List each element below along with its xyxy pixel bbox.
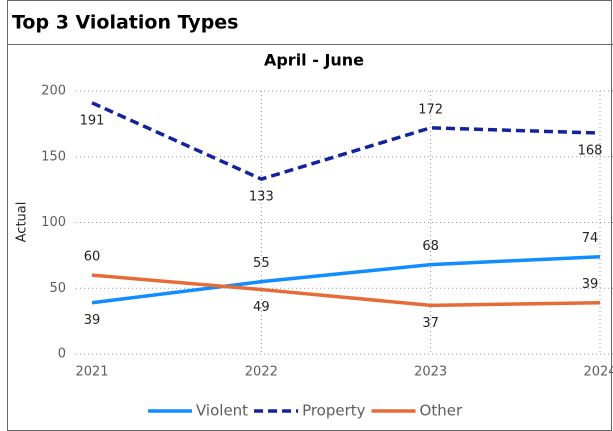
y-tick-label: 100 [41,215,66,230]
data-label: 172 [418,102,443,117]
data-label: 168 [578,144,603,159]
data-label: 74 [582,231,599,246]
x-tick-label: 2023 [414,365,447,380]
data-label: 68 [422,239,439,254]
data-label: 49 [253,300,270,315]
legend-label: Other [420,402,463,420]
data-label: 191 [80,113,105,128]
data-label: 39 [84,313,101,328]
series-line [91,273,601,308]
y-axis-label: Actual [15,202,30,243]
series-line [91,254,601,305]
y-tick-label: 150 [41,149,66,164]
y-tick-label: 200 [41,84,66,99]
chart-title: Top 3 Violation Types [12,12,239,34]
data-label: 55 [253,256,270,271]
legend-label: Violent [196,402,248,420]
x-tick-label: 2021 [75,365,108,380]
chart-subtitle: April - June [264,51,364,70]
x-tick-label: 2024 [583,365,613,380]
data-label: 133 [249,190,274,205]
legend-label: Property [302,402,366,420]
data-label: 39 [582,277,599,292]
data-label: 37 [422,316,439,331]
y-tick-label: 0 [58,347,66,362]
series-line [91,101,601,181]
y-tick-label: 50 [49,281,66,296]
data-label: 60 [84,250,101,265]
x-tick-label: 2022 [245,365,278,380]
